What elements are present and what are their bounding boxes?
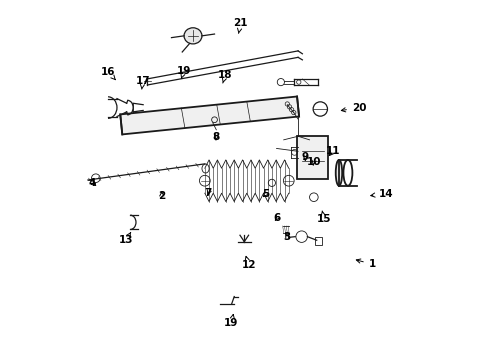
Text: 21: 21 xyxy=(233,18,248,33)
Text: 3: 3 xyxy=(284,232,291,242)
Text: 2: 2 xyxy=(158,191,166,201)
Text: 19: 19 xyxy=(224,314,239,328)
Ellipse shape xyxy=(336,160,342,186)
Text: 18: 18 xyxy=(218,70,233,83)
Ellipse shape xyxy=(184,28,202,44)
Text: 4: 4 xyxy=(89,178,96,188)
Text: 10: 10 xyxy=(307,157,321,167)
Text: 14: 14 xyxy=(371,189,393,199)
Text: 15: 15 xyxy=(317,211,331,224)
Text: 11: 11 xyxy=(326,146,340,156)
Text: 5: 5 xyxy=(262,189,270,199)
FancyBboxPatch shape xyxy=(297,135,328,179)
Text: 1: 1 xyxy=(356,259,376,269)
Text: 8: 8 xyxy=(213,132,220,142)
Text: 9: 9 xyxy=(302,152,309,162)
Text: 20: 20 xyxy=(342,103,367,113)
Text: 7: 7 xyxy=(205,188,212,198)
Text: 16: 16 xyxy=(101,67,115,80)
Text: 19: 19 xyxy=(177,66,191,78)
Text: 13: 13 xyxy=(119,233,133,245)
Text: 6: 6 xyxy=(273,213,281,222)
Polygon shape xyxy=(120,96,299,134)
Text: 17: 17 xyxy=(135,76,150,89)
Text: 12: 12 xyxy=(242,256,256,270)
